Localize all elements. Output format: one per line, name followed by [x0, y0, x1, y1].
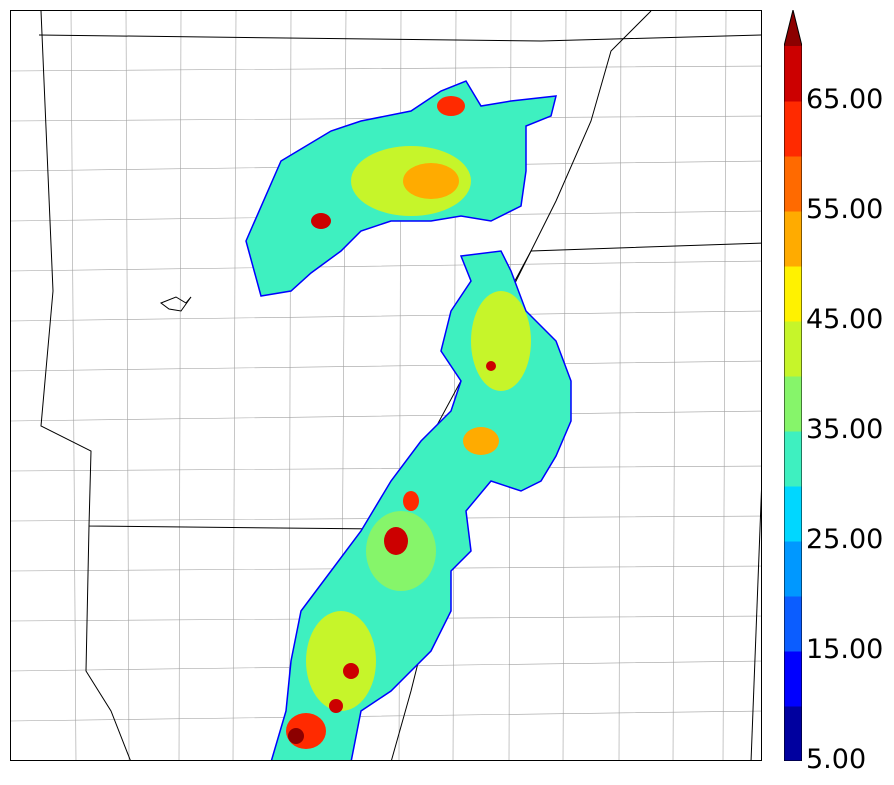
colorbar	[783, 9, 803, 762]
colorbar-label-45: 45.00	[806, 304, 884, 335]
colorbar-segment	[784, 156, 802, 212]
reflectivity-cores	[286, 96, 531, 749]
colorbar-segment	[784, 706, 802, 762]
colorbar-segment	[784, 321, 802, 377]
colorbar-segment	[784, 266, 802, 322]
colorbar-label-5: 5.00	[806, 744, 867, 775]
colorbar-label-15: 15.00	[806, 634, 884, 665]
map-canvas	[11, 11, 761, 760]
colorbar-segment	[784, 486, 802, 542]
colorbar-gradient	[783, 9, 803, 762]
colorbar-segment	[784, 431, 802, 487]
colorbar-segment	[784, 46, 802, 102]
colorbar-label-65: 65.00	[806, 84, 884, 115]
colorbar-label-55: 55.00	[806, 194, 884, 225]
radar-map	[10, 10, 762, 761]
colorbar-segment	[784, 376, 802, 432]
colorbar-segment	[784, 211, 802, 267]
colorbar-label-35: 35.00	[806, 414, 884, 445]
colorbar-segment	[784, 101, 802, 157]
colorbar-extend-arrow	[784, 10, 802, 46]
colorbar-segment	[784, 541, 802, 597]
colorbar-segment	[784, 596, 802, 652]
colorbar-label-25: 25.00	[806, 524, 884, 555]
colorbar-segment	[784, 651, 802, 707]
